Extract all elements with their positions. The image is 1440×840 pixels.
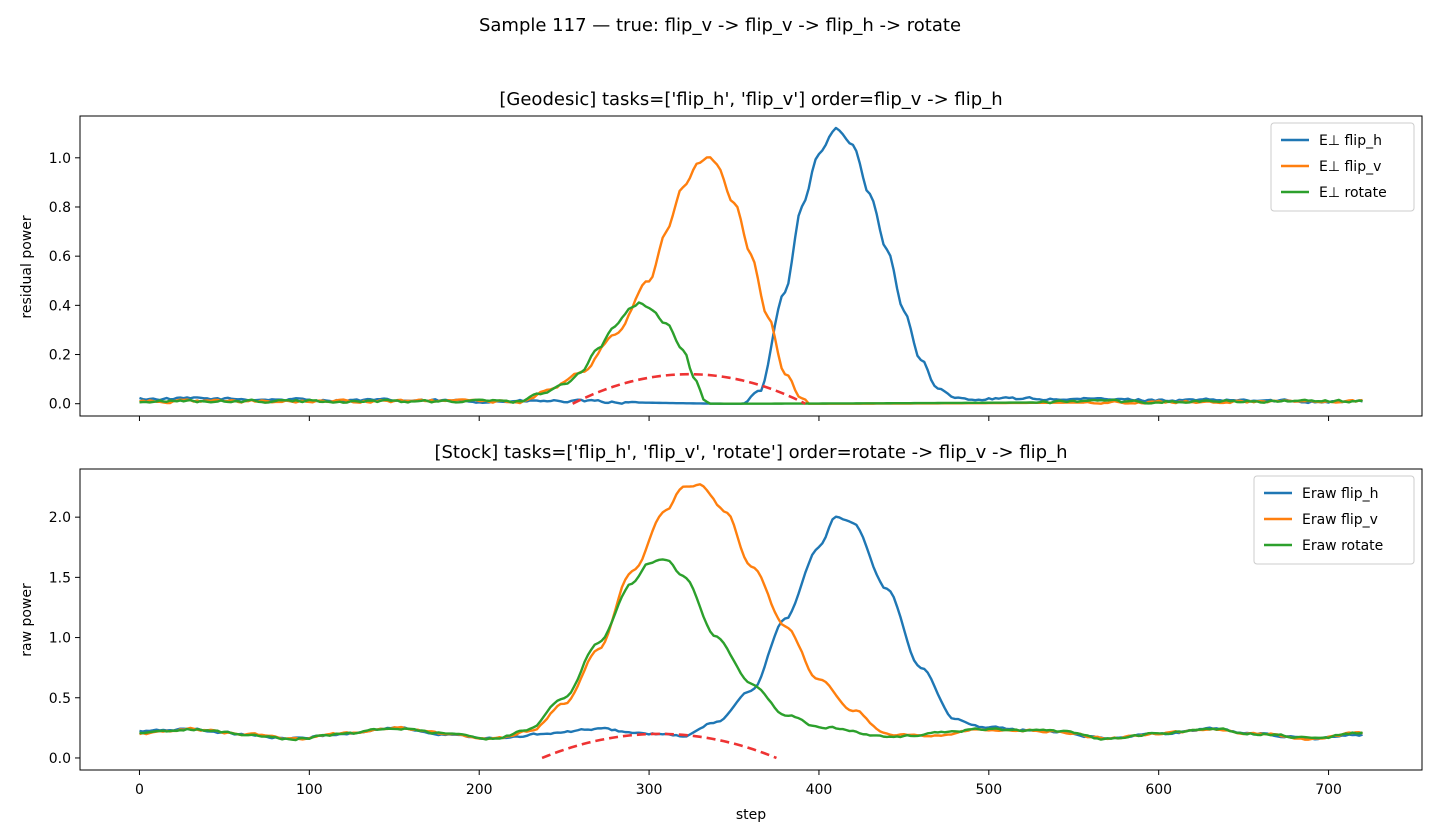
y-tick-label: 1.5 — [49, 570, 71, 586]
legend-label-flip_v: E⊥ flip_v — [1319, 159, 1381, 175]
x-tick-label: 300 — [636, 782, 663, 798]
series-line-rotate — [139, 558, 1363, 742]
series-line-flip_h — [139, 515, 1363, 741]
y-tick-label: 2.0 — [49, 510, 71, 526]
x-tick-label: 400 — [806, 782, 833, 798]
legend: Eraw flip_h Eraw flip_v Eraw rotate — [1253, 475, 1415, 565]
envelope-curve — [572, 372, 806, 405]
series-line-flip_h — [139, 126, 1363, 405]
plot-geodesic: 0.0 0.2 0.4 0.6 0.8 1.0 E⊥ flip_h E⊥ flip_v E⊥ r… — [49, 115, 1423, 421]
legend-label-flip_h: E⊥ flip_h — [1319, 133, 1382, 149]
plot-stock: 0 100 200 300 400 500 600 700 0.0 0.5 1.0 1.5 2.0 Era… — [49, 468, 1423, 798]
x-tick-label: 100 — [296, 782, 323, 798]
legend: E⊥ flip_h E⊥ flip_v E⊥ rotate — [1270, 122, 1415, 212]
x-tick-label: 0 — [135, 782, 144, 798]
y-tick-label: 0.0 — [49, 751, 71, 767]
x-tick-label: 500 — [975, 782, 1002, 798]
y-tick-label: 0.8 — [49, 200, 71, 216]
x-tick-label: 700 — [1315, 782, 1342, 798]
x-tick-label: 600 — [1145, 782, 1172, 798]
series-line-rotate — [139, 301, 1363, 405]
panel-title: [Geodesic] tasks=['flip_h', 'flip_v'] or… — [499, 89, 1002, 110]
legend-label-flip_v: Eraw flip_v — [1302, 512, 1378, 528]
y-tick-label: 0.4 — [49, 298, 71, 314]
y-axis-label: raw power — [19, 583, 35, 657]
y-tick-label: 0.5 — [49, 691, 71, 707]
y-axis-label: residual power — [19, 215, 35, 318]
axes-frame — [79, 468, 1423, 771]
envelope-curve — [541, 732, 777, 760]
y-tick-label: 1.0 — [49, 151, 71, 167]
series-line-flip_v — [139, 156, 1363, 405]
axes-frame — [79, 115, 1423, 417]
y-tick-label: 0.6 — [49, 249, 71, 265]
legend-label-rotate: E⊥ rotate — [1319, 185, 1387, 201]
panel-title: [Stock] tasks=['flip_h', 'flip_v', 'rota… — [434, 442, 1067, 463]
x-axis-label: step — [736, 807, 766, 823]
y-tick-label: 0.2 — [49, 348, 71, 364]
x-tick-label: 200 — [466, 782, 493, 798]
panel-stock: [Stock] tasks=['flip_h', 'flip_v', 'rota… — [19, 442, 1423, 823]
panel-geodesic: [Geodesic] tasks=['flip_h', 'flip_v'] or… — [19, 89, 1423, 421]
legend-label-rotate: Eraw rotate — [1302, 538, 1383, 554]
y-tick-label: 1.0 — [49, 631, 71, 647]
figure-title: Sample 117 — true: flip_v -> flip_v -> f… — [479, 15, 961, 36]
series-line-flip_v — [139, 483, 1363, 741]
y-tick-label: 0.0 — [49, 397, 71, 413]
legend-label-flip_h: Eraw flip_h — [1302, 486, 1379, 502]
